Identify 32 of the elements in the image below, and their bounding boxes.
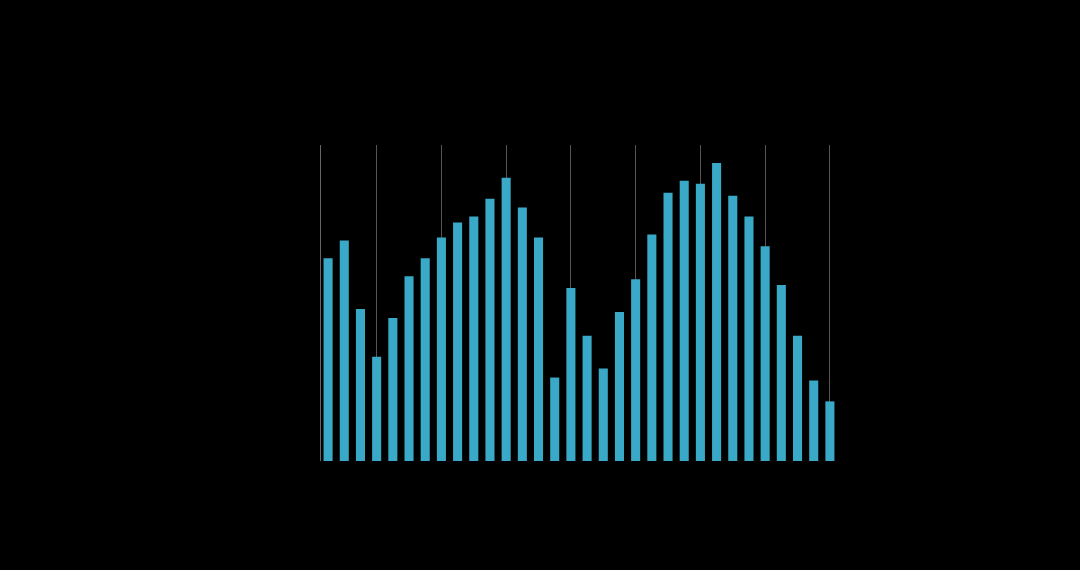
bar: [712, 162, 722, 461]
bar: [388, 317, 398, 461]
bar: [501, 177, 511, 461]
bar: [582, 335, 592, 461]
bar: [355, 308, 365, 461]
bar: [631, 279, 641, 461]
bar: [744, 216, 754, 461]
bar: [728, 195, 738, 461]
bar: [695, 183, 705, 461]
bar: [339, 240, 349, 461]
bar: [793, 335, 803, 461]
bar: [404, 276, 414, 461]
bar: [825, 401, 835, 461]
bar: [323, 258, 333, 461]
bar: [647, 234, 657, 461]
bar: [469, 216, 479, 461]
bar: [436, 237, 446, 461]
bar: [566, 288, 576, 461]
bar: [534, 237, 544, 461]
bar: [614, 311, 624, 461]
bar: [663, 192, 673, 461]
bar: [809, 380, 819, 461]
bar: [598, 368, 608, 461]
bar: [550, 377, 560, 461]
bar: [517, 207, 527, 461]
bar: [420, 258, 430, 461]
bar: [679, 180, 689, 461]
bar: [372, 356, 382, 461]
bar: [453, 222, 463, 461]
bar: [776, 285, 786, 461]
bar: [485, 198, 495, 461]
bar: [760, 246, 770, 461]
